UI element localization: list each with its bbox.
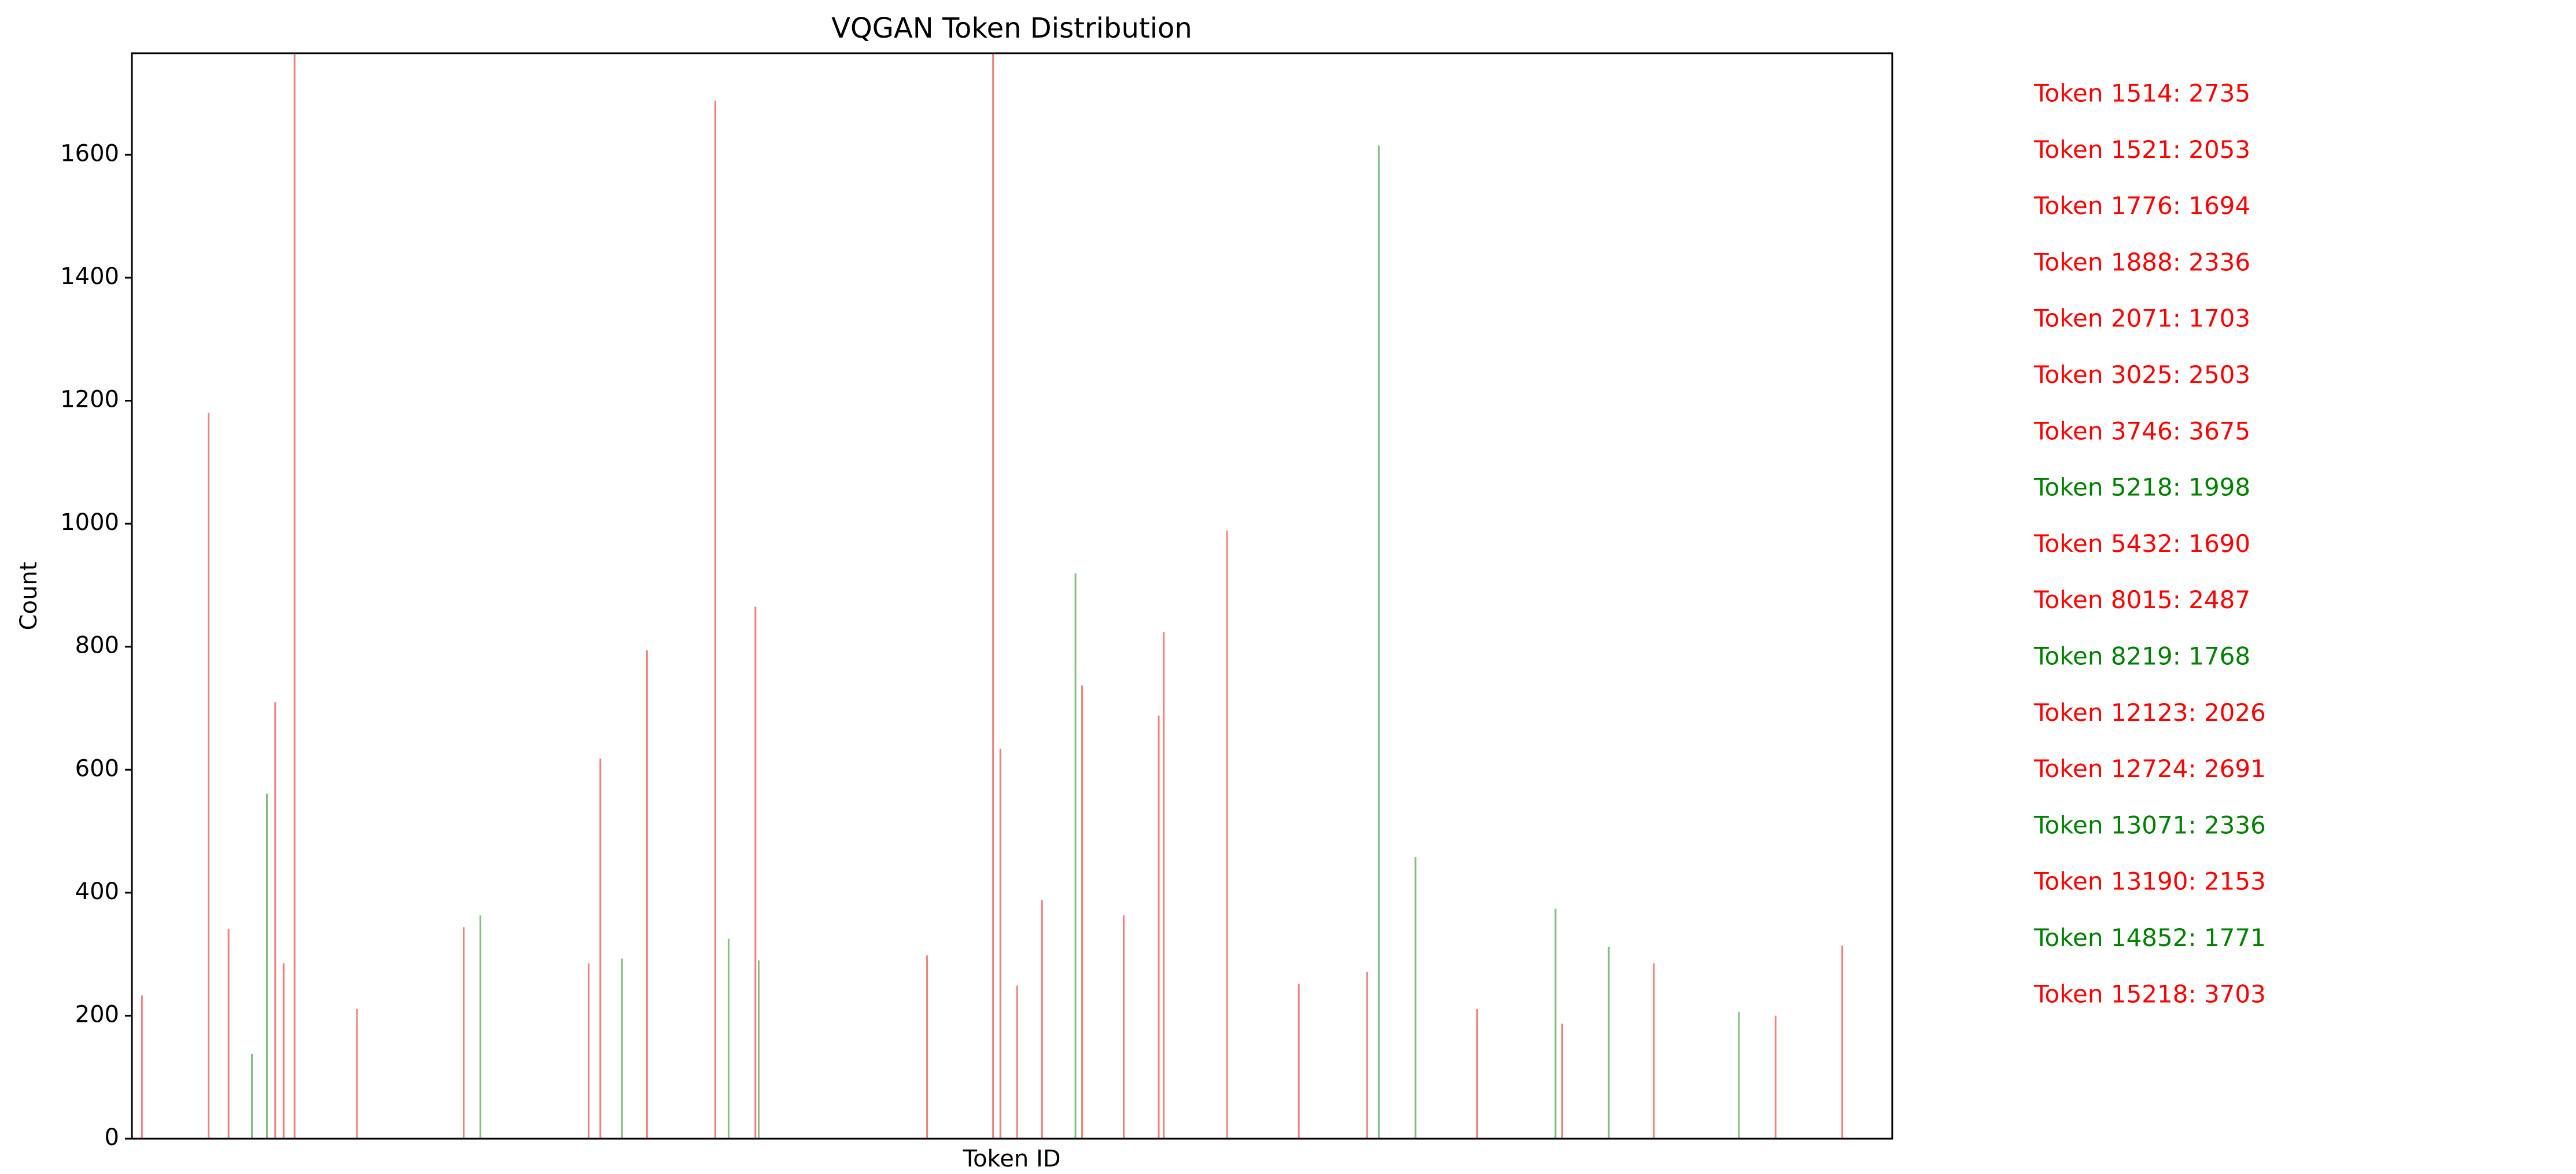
bar xyxy=(1476,1009,1479,1139)
bar xyxy=(1074,573,1077,1139)
y-tick-label: 400 xyxy=(75,878,119,905)
annotation: Token 1514: 2735 xyxy=(2033,79,2250,108)
bar xyxy=(588,963,590,1139)
bar xyxy=(1841,945,1844,1139)
annotation: Token 15218: 3703 xyxy=(2033,980,2266,1008)
bar xyxy=(1414,857,1417,1139)
x-axis-label: Token ID xyxy=(962,1146,1060,1172)
y-tick-label: 600 xyxy=(75,755,119,782)
bar xyxy=(758,960,760,1139)
bar xyxy=(208,413,210,1139)
bar xyxy=(1738,1012,1740,1139)
bar xyxy=(274,702,277,1139)
y-tick-label: 0 xyxy=(105,1124,119,1151)
annotation: Token 2071: 1703 xyxy=(2033,304,2250,333)
annotation: Token 12724: 2691 xyxy=(2033,755,2266,783)
bar xyxy=(1653,963,1655,1139)
y-tick-label: 1400 xyxy=(60,263,119,290)
annotation: Token 14852: 1771 xyxy=(2033,923,2266,952)
bar xyxy=(1366,971,1368,1139)
bar xyxy=(1298,984,1300,1139)
bar xyxy=(141,995,143,1139)
annotation: Token 1521: 2053 xyxy=(2033,135,2250,164)
y-tick-label: 800 xyxy=(75,632,119,659)
annotation: Token 8219: 1768 xyxy=(2033,642,2250,671)
bar xyxy=(1774,1015,1777,1139)
bar xyxy=(227,929,230,1139)
bar xyxy=(1561,1024,1563,1139)
bar xyxy=(999,749,1001,1139)
bar xyxy=(926,955,928,1139)
bar xyxy=(1163,632,1165,1139)
y-tick-label: 200 xyxy=(75,1001,119,1028)
bar xyxy=(1016,985,1018,1139)
bar xyxy=(356,1009,358,1139)
bars xyxy=(141,53,1844,1139)
bar xyxy=(992,53,994,1139)
bar xyxy=(1081,685,1084,1139)
y-tick-label: 1000 xyxy=(60,509,119,536)
bar xyxy=(1122,915,1125,1139)
bar xyxy=(1158,715,1160,1139)
annotation: Token 3746: 3675 xyxy=(2033,417,2250,445)
bar xyxy=(1041,900,1043,1139)
bar xyxy=(463,927,465,1139)
bar xyxy=(728,939,730,1139)
bar xyxy=(293,53,296,1139)
bar xyxy=(646,650,648,1139)
bar xyxy=(714,100,717,1139)
bar xyxy=(266,793,268,1139)
bar xyxy=(1226,530,1228,1139)
bar xyxy=(250,1054,253,1139)
bar xyxy=(282,963,285,1139)
bar xyxy=(1608,947,1610,1139)
chart-title: VQGAN Token Distribution xyxy=(831,12,1192,45)
y-tick-label: 1600 xyxy=(60,140,119,167)
y-tick-label: 1200 xyxy=(60,387,119,413)
plot-frame xyxy=(131,52,1893,1140)
bar xyxy=(1554,908,1557,1139)
annotation: Token 3025: 2503 xyxy=(2033,360,2250,389)
annotation: Token 1776: 1694 xyxy=(2033,192,2250,220)
annotation: Token 13190: 2153 xyxy=(2033,867,2266,896)
annotation: Token 1888: 2336 xyxy=(2033,248,2250,276)
bar xyxy=(754,606,757,1139)
bar xyxy=(1377,145,1380,1139)
annotation: Token 5432: 1690 xyxy=(2033,529,2250,558)
bar xyxy=(621,958,623,1139)
bar xyxy=(479,915,481,1139)
annotation: Token 8015: 2487 xyxy=(2033,586,2250,614)
y-axis-label: Count xyxy=(16,562,42,631)
annotation: Token 12123: 2026 xyxy=(2033,698,2266,727)
annotation: Token 13071: 2336 xyxy=(2033,811,2266,839)
annotation: Token 5218: 1998 xyxy=(2033,473,2250,502)
bar xyxy=(599,759,602,1139)
